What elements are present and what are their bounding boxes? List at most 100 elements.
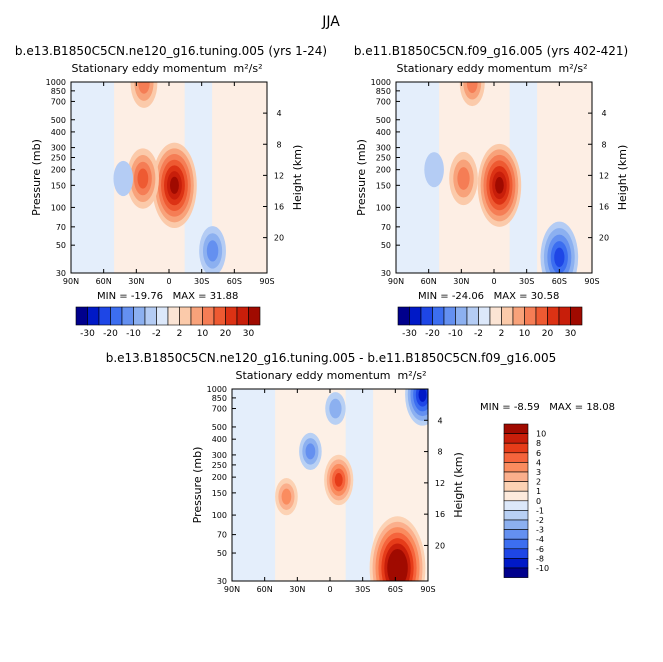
colorbar2-swatch <box>512 306 525 326</box>
diff-colorbar-label: 10 <box>536 430 546 439</box>
panel2-y2label: Height (km) <box>616 145 629 211</box>
colorbar2-swatch <box>570 306 583 326</box>
diff-colorbar-label: 4 <box>536 458 541 467</box>
colorbar1-swatch <box>98 306 111 326</box>
panel2-field <box>396 82 592 273</box>
panel3-ytick-label: 700 <box>212 405 227 414</box>
panel1-title: b.e13.B1850C5CN.ne120_g16.tuning.005 (yr… <box>14 44 328 58</box>
colorbar1-label: 2 <box>177 329 183 339</box>
diff-colorbar-swatch <box>503 529 529 540</box>
panel2-xtick-label: 60S <box>552 277 567 286</box>
colorbar2-label: -30 <box>402 329 417 339</box>
panel3-ytick-label: 400 <box>212 435 227 444</box>
panel1-feature5-level1 <box>113 160 134 197</box>
diff-colorbar-label: 3 <box>536 468 541 477</box>
panel1-ytick-label: 500 <box>51 116 66 125</box>
figure-suptitle: JJA <box>322 14 340 30</box>
panel2-ytick-label: 150 <box>376 181 391 190</box>
panel2-ytick-label: 850 <box>376 87 391 96</box>
panel1-xtick-label: 60N <box>96 277 112 286</box>
panel1-ytick-label: 850 <box>51 87 66 96</box>
panel2-subtitle: Stationary eddy momentum m²/s² <box>397 63 588 74</box>
panel1-ytick-label: 700 <box>51 97 66 106</box>
panel2-ytick-label: 700 <box>376 97 391 106</box>
colorbar2-label: 2 <box>499 329 505 339</box>
colorbar2-swatch <box>558 306 571 326</box>
colorbar2-label: 30 <box>565 329 577 339</box>
colorbar1-swatch <box>144 306 157 326</box>
panel1-xtick-label: 60S <box>227 277 242 286</box>
panel2-ytick-label: 250 <box>376 154 391 163</box>
colorbar2-swatch <box>547 306 560 326</box>
panel1-ytick-label: 70 <box>56 223 66 232</box>
panel3-field <box>232 389 428 581</box>
colorbar1-swatch <box>110 306 123 326</box>
panel3-title: b.e13.B1850C5CN.ne120_g16.tuning.005 - b… <box>105 351 557 365</box>
panel1-y2tick-label: 4 <box>276 109 281 118</box>
panel2-y2tick-label: 12 <box>599 171 609 180</box>
panel3-y2tick-label: 12 <box>435 479 445 488</box>
diff-colorbar-swatch <box>503 471 529 482</box>
colorbar1-label: -30 <box>80 329 95 339</box>
colorbar1-swatch <box>236 306 249 326</box>
panel2-xtick-label: 60N <box>421 277 437 286</box>
panel1-min-label: MIN = <box>97 291 128 302</box>
colorbar2-label: 10 <box>519 329 531 339</box>
panel1-max-value: 31.88 <box>209 291 239 302</box>
panel1-y2tick-label: 8 <box>276 140 281 149</box>
colorbar2-swatch <box>455 306 468 326</box>
diff-colorbar-label: 2 <box>536 478 541 487</box>
panel3-subtitle: Stationary eddy momentum m²/s² <box>236 370 427 381</box>
diff-colorbar-swatch <box>503 490 529 502</box>
panel1-ytick-label: 250 <box>51 154 66 163</box>
panel3-feature1-level9 <box>393 559 402 577</box>
colorbar1-swatch <box>133 306 146 326</box>
diff-colorbar-label: -3 <box>536 526 544 535</box>
panel1-feature4-level3 <box>206 240 219 262</box>
panel3-feature2-level5 <box>334 473 343 487</box>
panel1-subtitle: Stationary eddy momentum m²/s² <box>72 63 263 74</box>
panel1-xtick-label: 90N <box>63 277 79 286</box>
panel2-y2tick-label: 8 <box>601 140 606 149</box>
colorbar1-label: -10 <box>126 329 141 339</box>
colorbar2-swatch <box>397 306 410 326</box>
panel1-y2tick-label: 16 <box>274 203 284 212</box>
panel2-min-max: MIN = -24.06 MAX = 30.58 <box>418 292 559 302</box>
panel3-ytick-label: 30 <box>217 577 227 586</box>
diff-colorbar-swatch <box>503 519 529 530</box>
colorbar1-swatch <box>225 306 238 326</box>
panel3-ytick-label: 500 <box>212 423 227 432</box>
diff-colorbar-swatch <box>503 481 529 492</box>
panel3-y2tick-label: 4 <box>437 416 442 425</box>
panel3-ytick-label: 200 <box>212 473 227 482</box>
panel3-ytick-label: 50 <box>217 549 227 558</box>
diff-colorbar-swatch <box>503 442 529 454</box>
panel2-xtick-label: 90N <box>388 277 404 286</box>
colorbar1-label: 30 <box>243 329 255 339</box>
diff-colorbar-swatch <box>503 538 529 550</box>
panel3-y2tick-label: 8 <box>437 448 442 457</box>
colorbar2-label: -10 <box>448 329 463 339</box>
panel2-y2tick-label: 4 <box>601 109 606 118</box>
colorbar1-swatch <box>202 306 215 326</box>
colorbar2-swatch <box>409 306 422 326</box>
panel3-north-band <box>232 389 276 581</box>
colorbar1-label: -20 <box>103 329 118 339</box>
panel3-feature4-level3 <box>305 443 316 460</box>
panel2-ytick-label: 300 <box>376 144 391 153</box>
panel1-feature1-level7 <box>169 176 179 194</box>
diff-colorbar-label: -4 <box>536 535 544 544</box>
panel2-max-label: MAX = <box>493 291 528 302</box>
panel3-ytick-label: 250 <box>212 461 227 470</box>
panel1-feature2-level4 <box>137 168 149 189</box>
panel3-xtick-label: 60S <box>388 585 403 594</box>
panel3-feature6-level6 <box>418 389 427 402</box>
panel3-xtick-label: 90N <box>224 585 240 594</box>
panel1-subtitle-text: Stationary eddy momentum <box>71 62 227 75</box>
panel1-xtick-label: 0 <box>166 277 171 286</box>
diff-colorbar-swatch <box>503 510 529 521</box>
colorbar2-label: -20 <box>425 329 440 339</box>
panel3-min-max: MIN = -8.59 MAX = 18.08 <box>480 403 615 413</box>
